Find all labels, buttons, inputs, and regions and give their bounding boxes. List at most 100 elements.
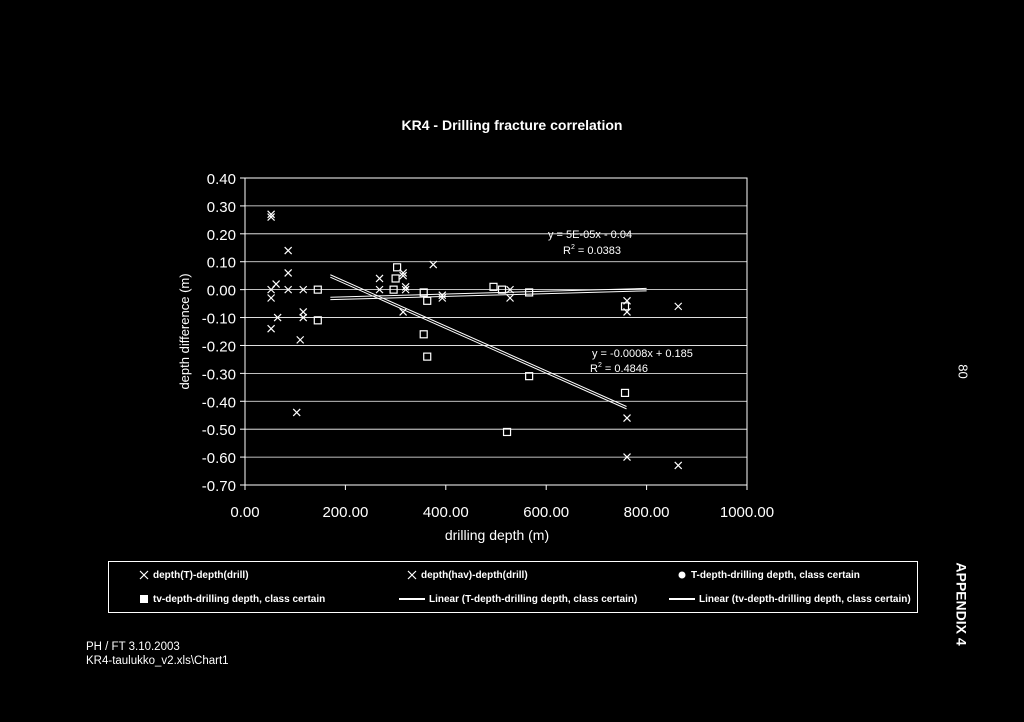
footer-file: KR4-taulukko_v2.xls\Chart1 — [86, 655, 229, 667]
data-point-x — [674, 302, 683, 311]
data-point-square — [313, 285, 322, 294]
data-point-x — [674, 461, 683, 470]
data-point-square — [313, 316, 322, 325]
legend-item-depth-hav: depth(hav)-depth(drill) — [407, 570, 528, 581]
data-point-square — [419, 330, 428, 339]
data-point-square — [525, 288, 534, 297]
data-point-square — [525, 372, 534, 381]
trendline-stroke — [330, 274, 627, 407]
y-axis-label: depth difference (m) — [177, 273, 192, 389]
trendline-r2: R2 = 0.0383 — [563, 244, 621, 257]
x-axis-label: drilling depth (m) — [445, 527, 549, 543]
y-tick-label: -0.60 — [202, 450, 236, 467]
legend: depth(T)-depth(drill) depth(hav)-depth(d… — [108, 561, 918, 613]
y-tick-label: 0.30 — [207, 199, 236, 216]
data-point-x — [267, 285, 276, 294]
y-tick-label: -0.70 — [202, 478, 236, 495]
data-point-square — [423, 352, 432, 361]
data-point-x — [375, 274, 384, 283]
data-point-x — [267, 324, 276, 333]
data-point-x — [299, 308, 308, 316]
data-point-x — [267, 294, 276, 302]
trendline-stroke — [330, 290, 647, 301]
page-number: 80 — [955, 364, 971, 379]
legend-item-tv-depth: tv-depth-drilling depth, class certain — [139, 594, 325, 605]
data-point-square — [497, 285, 507, 294]
data-point-x — [292, 408, 301, 417]
legend-label: Linear (tv-depth-drilling depth, class c… — [699, 594, 911, 605]
legend-line-marker-icon — [399, 598, 425, 601]
y-tick-label: 0.20 — [207, 227, 236, 244]
data-point-x — [399, 271, 408, 280]
data-point-x — [299, 313, 308, 322]
footer-date: PH / FT 3.10.2003 — [86, 641, 180, 653]
data-point-x — [401, 282, 410, 291]
legend-x-marker-icon — [407, 570, 417, 580]
trendline-stroke — [330, 276, 627, 410]
y-tick-label: -0.10 — [202, 311, 236, 328]
y-tick-label: 0.00 — [207, 283, 236, 300]
data-point-x — [375, 285, 384, 294]
legend-item-linear-t: Linear (T-depth-drilling depth, class ce… — [399, 594, 637, 605]
legend-label: depth(T)-depth(drill) — [153, 570, 249, 581]
trendline-r2: R2 = 0.4846 — [590, 362, 648, 375]
y-tick-label: -0.50 — [202, 422, 236, 439]
x-tick-label: 1000.00 — [720, 504, 774, 521]
data-point-x — [438, 291, 447, 300]
data-point-square — [419, 288, 428, 297]
trendline-tv-depth — [330, 287, 647, 301]
x-tick-label: 600.00 — [523, 504, 569, 521]
x-tick-label: 400.00 — [423, 504, 469, 521]
trendline-equation: y = -0.0008x + 0.185 — [592, 348, 693, 360]
legend-label: tv-depth-drilling depth, class certain — [153, 594, 326, 605]
chart-canvas: KR4 - Drilling fracture correlation 0.40 0… — [177, 117, 774, 543]
data-point-x — [506, 294, 514, 302]
legend-circle-marker-icon — [678, 571, 686, 579]
data-point-square — [620, 388, 630, 397]
data-point-x — [506, 285, 514, 294]
chart-title: KR4 - Drilling fracture correlation — [402, 117, 623, 133]
plot-area — [244, 177, 748, 486]
data-point-x — [284, 285, 293, 294]
trendline-equation: y = 5E-05x - 0.04 — [548, 229, 632, 241]
y-tick-label: -0.20 — [202, 338, 236, 355]
y-tick-label: -0.30 — [202, 366, 236, 383]
data-point-x — [284, 246, 293, 255]
legend-square-marker-icon — [140, 595, 148, 604]
data-point-x — [284, 268, 293, 277]
data-point-x — [267, 213, 276, 221]
data-point-square — [620, 302, 630, 311]
legend-item-depth-t: depth(T)-depth(drill) — [139, 570, 249, 581]
y-tick-label: -0.40 — [202, 394, 236, 411]
data-point-x — [429, 260, 438, 269]
legend-item-t-depth: T-depth-drilling depth, class certain — [677, 570, 860, 581]
legend-item-linear-tv: Linear (tv-depth-drilling depth, class c… — [669, 594, 911, 605]
trendline-stroke — [330, 287, 647, 298]
legend-label: Linear (T-depth-drilling depth, class ce… — [429, 594, 638, 605]
data-point-square — [389, 285, 398, 294]
legend-label: depth(hav)-depth(drill) — [421, 570, 528, 581]
x-tick-label: 200.00 — [322, 504, 368, 521]
trendline-t-depth — [330, 274, 627, 410]
y-tick-label: 0.10 — [207, 255, 236, 272]
data-point-x — [267, 210, 276, 219]
data-point-square — [393, 263, 402, 272]
footer: PH / FT 3.10.2003 KR4-taulukko_v2.xls\Ch… — [86, 640, 229, 668]
legend-line-marker-icon — [669, 598, 695, 601]
data-point-x — [438, 294, 447, 302]
data-point-square — [489, 282, 498, 291]
y-tick-label: 0.40 — [207, 171, 236, 188]
data-point-x — [299, 285, 308, 294]
data-point-x — [401, 285, 410, 294]
x-tick-label: 800.00 — [624, 504, 670, 521]
legend-x-marker-icon — [139, 570, 149, 580]
legend-label: T-depth-drilling depth, class certain — [691, 570, 860, 581]
data-point-x — [623, 453, 631, 462]
data-point-x — [623, 414, 631, 422]
data-point-x — [399, 308, 408, 316]
x-tick-label: 0.00 — [230, 504, 259, 521]
data-point-x — [273, 313, 282, 322]
data-point-square — [423, 296, 432, 305]
appendix-label: APPENDIX 4 — [953, 562, 970, 646]
data-point-x — [296, 335, 305, 344]
